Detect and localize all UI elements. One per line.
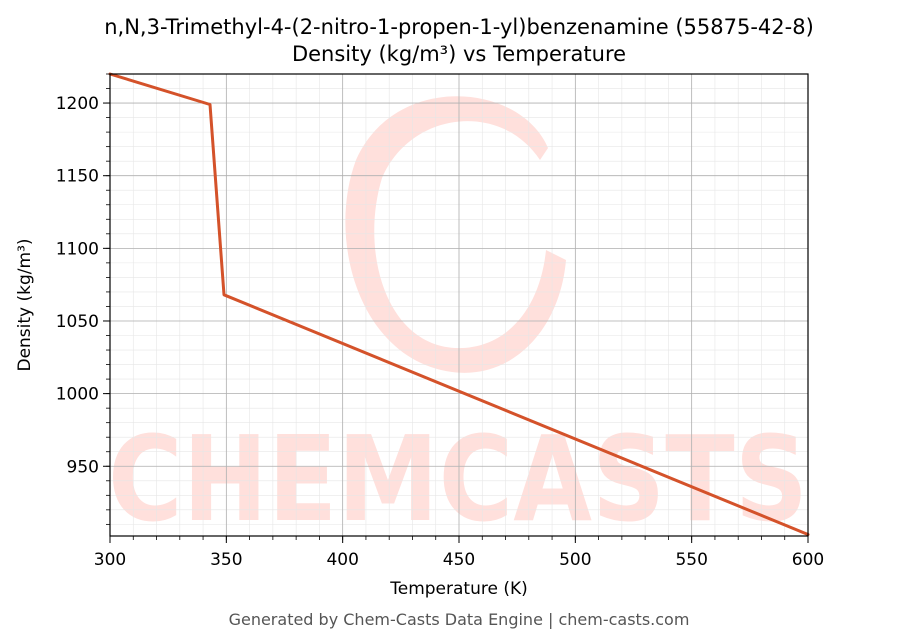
- series-layer: [108, 72, 810, 536]
- y-tick-label: 1000: [56, 385, 99, 405]
- watermark-text: CHEMCASTS: [108, 410, 808, 548]
- x-axis-label: Temperature (K): [389, 579, 528, 599]
- x-tick-label: 500: [559, 550, 591, 570]
- x-tick-label: 450: [443, 550, 475, 570]
- chart-subtitle: Density (kg/m³) vs Temperature: [292, 42, 626, 66]
- chart-title: n,N,3-Trimethyl-4-(2-nitro-1-propen-1-yl…: [104, 15, 814, 39]
- y-tick-label: 950: [67, 457, 99, 477]
- watermark-c-logo: [345, 96, 566, 373]
- y-axis-label: Density (kg/m³): [15, 238, 35, 371]
- x-tick-label: 600: [792, 550, 824, 570]
- y-tick-label: 1150: [56, 167, 99, 187]
- y-tick-label: 1100: [56, 239, 99, 259]
- x-tick-label: 350: [210, 550, 242, 570]
- x-tick-label: 550: [675, 550, 707, 570]
- y-tick-label: 1050: [56, 312, 99, 332]
- footer-credit: Generated by Chem-Casts Data Engine | ch…: [229, 610, 690, 629]
- x-tick-label: 300: [94, 550, 126, 570]
- y-tick-label: 1200: [56, 94, 99, 114]
- x-tick-label: 400: [326, 550, 358, 570]
- density-line: [108, 72, 810, 536]
- x-axis: 300 350 400 450 500 550 600: [94, 536, 824, 570]
- y-axis: 950 1000 1050 1100 1150 1200: [56, 73, 110, 525]
